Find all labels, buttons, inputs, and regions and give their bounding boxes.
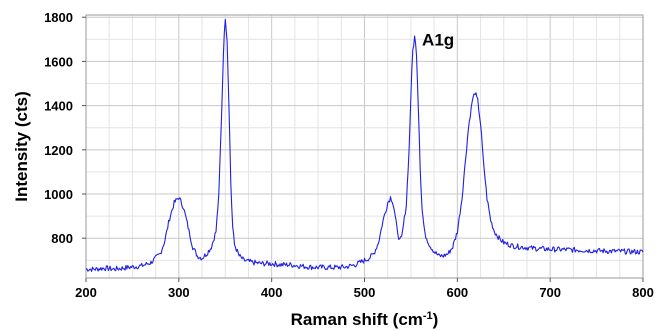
x-tick-label: 400 <box>261 285 283 300</box>
x-tick-label: 700 <box>539 285 561 300</box>
x-axis-title-tail: ) <box>433 310 439 329</box>
y-tick-label: 800 <box>51 231 73 246</box>
y-tick-label: 1000 <box>44 187 73 202</box>
grid-lines <box>85 15 644 278</box>
axis-ticks <box>82 16 644 282</box>
y-tick-label: 1600 <box>44 54 73 69</box>
y-tick-label: 1200 <box>44 143 73 158</box>
x-axis-title: Raman shift (cm-1) <box>291 310 439 329</box>
y-tick-label: 1400 <box>44 99 73 114</box>
tick-labels: 200 300 400 500 600 700 800 800 1000 1200 1400 1600… <box>44 10 654 300</box>
x-tick-label: 300 <box>168 285 190 300</box>
spectrum-line <box>85 18 644 272</box>
y-tick-label: 1800 <box>44 10 73 25</box>
peak-annotation-a1g: A1g <box>422 30 454 49</box>
x-axis-title-superscript: -1 <box>423 310 433 322</box>
y-axis-title: Intensity (cts) <box>12 91 31 202</box>
x-tick-label: 200 <box>75 285 97 300</box>
x-tick-label: 500 <box>354 285 376 300</box>
x-tick-label: 800 <box>632 285 654 300</box>
x-axis-title-main: Raman shift (cm <box>291 310 423 329</box>
x-tick-label: 600 <box>446 285 468 300</box>
